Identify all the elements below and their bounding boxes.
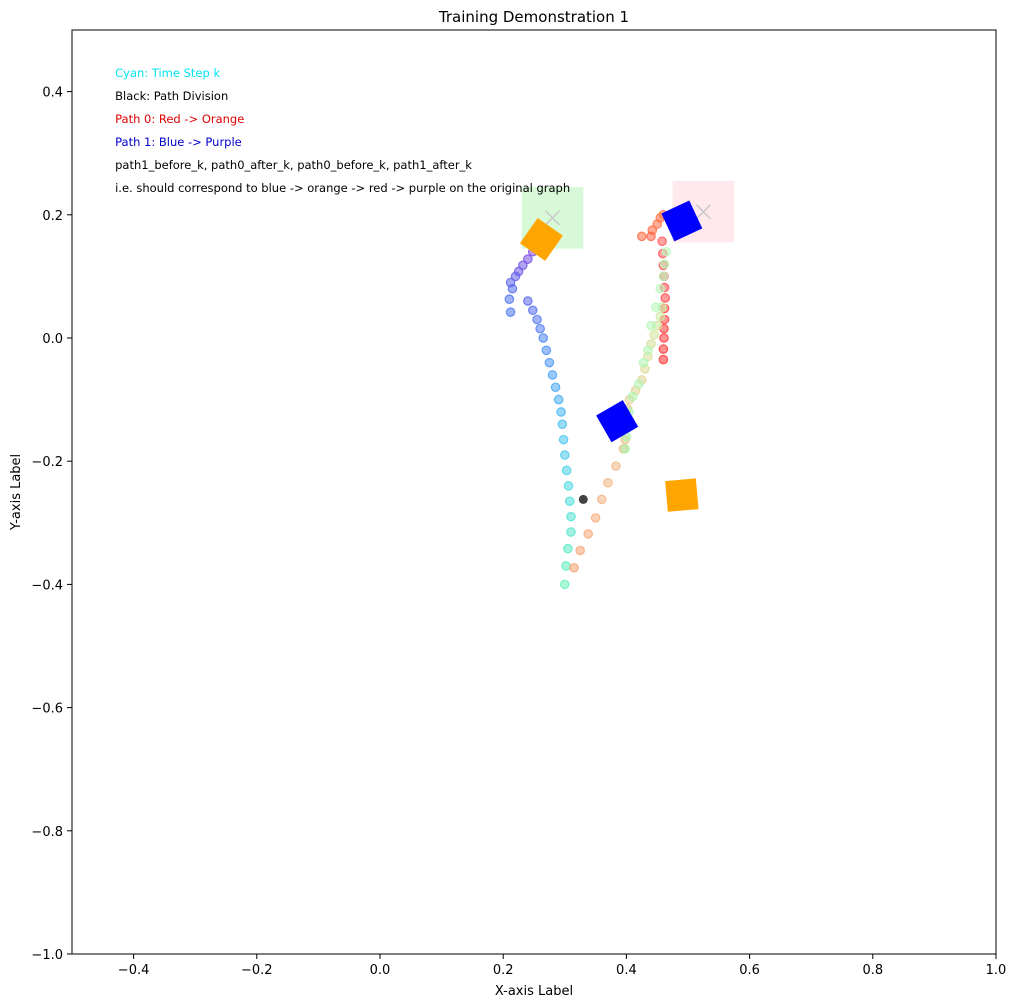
data-point xyxy=(566,511,576,522)
x-tick-label: 0.8 xyxy=(862,963,883,978)
data-point xyxy=(541,345,552,356)
data-point xyxy=(550,382,561,393)
data-point xyxy=(658,271,669,282)
data-point xyxy=(547,370,558,380)
y-tick-label: −0.6 xyxy=(31,702,63,717)
data-point xyxy=(566,527,576,537)
y-tick-label: −1.0 xyxy=(31,948,63,963)
object-square xyxy=(661,200,703,242)
data-point xyxy=(556,407,566,417)
plot-frame xyxy=(71,29,997,955)
data-point xyxy=(518,260,528,271)
data-point xyxy=(658,344,669,354)
data-point xyxy=(627,391,638,402)
data-point xyxy=(563,543,573,554)
data-point xyxy=(557,419,568,430)
x-tick-label: 0.0 xyxy=(370,963,391,978)
data-point xyxy=(532,314,542,325)
data-point xyxy=(636,231,647,242)
y-tick-label: −0.8 xyxy=(31,825,63,840)
object-square xyxy=(519,217,563,261)
y-tick-label: 0.0 xyxy=(42,332,63,347)
data-point xyxy=(561,465,572,476)
data-point xyxy=(558,434,569,445)
y-axis-label: Y-axis Label xyxy=(9,454,24,531)
data-point xyxy=(564,496,575,507)
object-square xyxy=(596,400,639,443)
data-point xyxy=(655,283,666,294)
x-tick-label: −0.4 xyxy=(118,963,150,978)
x-tick-label: 0.6 xyxy=(739,963,760,978)
annotation-text: Cyan: Time Step k xyxy=(115,66,220,80)
data-point xyxy=(660,293,671,303)
data-point xyxy=(563,481,574,491)
data-point xyxy=(649,330,659,340)
chart-title: Training Demonstration 1 xyxy=(438,8,629,26)
data-point xyxy=(658,354,669,365)
data-point xyxy=(659,333,669,343)
annotation-block: Cyan: Time Step k Black: Path Division Pat… xyxy=(115,66,570,195)
data-point xyxy=(583,529,594,539)
annotation-text: i.e. should correspond to blue -> orange… xyxy=(115,181,570,195)
data-point xyxy=(643,345,653,356)
y-tick-label: −0.2 xyxy=(31,455,63,470)
data-point xyxy=(657,236,667,247)
data-point xyxy=(620,444,630,454)
x-tick-label: 1.0 xyxy=(986,963,1007,978)
data-point xyxy=(661,246,672,257)
x-axis: −0.4 −0.2 0.0 0.2 0.4 0.6 0.8 1.0 xyxy=(118,954,1007,978)
data-point xyxy=(575,545,585,556)
data-point xyxy=(553,394,564,405)
data-point xyxy=(535,323,545,334)
annotation-text: Black: Path Division xyxy=(115,89,228,103)
y-tick-label: −0.4 xyxy=(31,578,63,593)
data-point xyxy=(544,357,555,368)
x-tick-label: 0.2 xyxy=(493,963,514,978)
data-point xyxy=(559,450,570,460)
y-tick-label: 0.4 xyxy=(42,86,63,101)
data-point xyxy=(647,225,658,235)
target-marker xyxy=(695,204,711,220)
object-square xyxy=(665,478,699,512)
data-point xyxy=(638,357,649,368)
y-tick-label: 0.2 xyxy=(42,209,63,224)
annotation-text: Path 1: Blue -> Purple xyxy=(115,135,242,149)
data-point xyxy=(659,259,670,269)
x-tick-label: 0.4 xyxy=(616,963,637,978)
data-point xyxy=(527,305,538,316)
y-axis: −1.0 −0.8 −0.6 −0.4 −0.2 0.0 0.2 0.4 xyxy=(31,86,72,963)
data-point xyxy=(611,461,621,471)
data-point xyxy=(505,277,516,288)
annotation-text: path1_before_k, path0_after_k, path0_bef… xyxy=(115,158,472,172)
data-point xyxy=(569,562,579,573)
x-tick-label: −0.2 xyxy=(241,963,273,978)
data-point xyxy=(590,513,601,523)
data-point xyxy=(523,254,533,264)
annotation-text: Path 0: Red -> Orange xyxy=(115,112,244,126)
target-marker xyxy=(544,210,561,226)
data-point xyxy=(559,579,570,590)
data-point xyxy=(504,294,515,304)
division-point xyxy=(578,494,588,504)
x-axis-label: X-axis Label xyxy=(495,984,573,999)
data-point xyxy=(655,311,666,322)
data-point xyxy=(633,379,644,389)
data-point xyxy=(505,307,516,317)
data-point xyxy=(538,333,549,343)
data-point xyxy=(561,561,571,571)
data-point xyxy=(523,296,533,306)
data-point xyxy=(651,302,661,312)
data-point xyxy=(596,494,607,505)
plot-area xyxy=(504,180,735,590)
data-point xyxy=(603,477,613,488)
data-point xyxy=(646,320,656,331)
